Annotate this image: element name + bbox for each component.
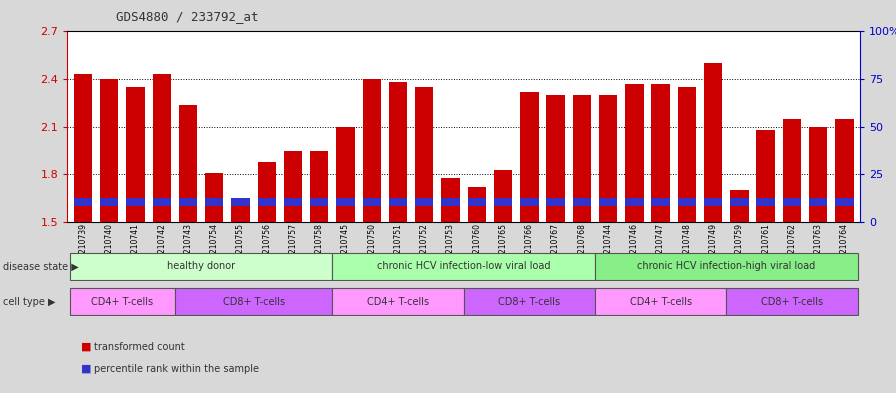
Bar [70,253,332,279]
Bar [126,87,144,222]
Bar [152,198,171,206]
Bar [547,198,564,206]
Bar [100,198,118,206]
Bar [835,198,854,206]
Bar [756,130,775,222]
Bar [310,198,329,206]
Bar [464,288,595,315]
Text: CD4+ T-cells: CD4+ T-cells [630,297,692,307]
Text: ■: ■ [81,364,91,373]
Bar [727,288,857,315]
Bar [468,187,486,222]
Bar [70,288,175,315]
Text: CD4+ T-cells: CD4+ T-cells [91,297,153,307]
Bar [415,198,434,206]
Bar [599,95,617,222]
Bar [730,198,748,206]
Bar [100,79,118,222]
Bar [442,198,460,206]
Bar [809,127,827,222]
Bar [835,119,854,222]
Bar [231,198,250,222]
Bar [573,198,591,206]
Bar [205,173,223,222]
Bar [756,198,775,206]
Bar [179,105,197,222]
Text: CD4+ T-cells: CD4+ T-cells [367,297,429,307]
Text: healthy donor: healthy donor [167,261,235,271]
Bar [521,92,538,222]
Bar [179,198,197,206]
Text: chronic HCV infection-high viral load: chronic HCV infection-high viral load [637,261,815,271]
Text: transformed count: transformed count [94,342,185,352]
Bar [595,288,727,315]
Bar [677,87,696,222]
Text: CD8+ T-cells: CD8+ T-cells [222,297,285,307]
Text: ■: ■ [81,342,91,352]
Bar [677,198,696,206]
Bar [257,162,276,222]
Text: percentile rank within the sample: percentile rank within the sample [94,364,259,373]
Bar [625,84,643,222]
Bar [595,253,857,279]
Bar [494,170,513,222]
Bar [389,82,407,222]
Text: chronic HCV infection-low viral load: chronic HCV infection-low viral load [377,261,550,271]
Bar [783,119,801,222]
Bar [205,198,223,206]
Bar [231,198,250,206]
Bar [284,151,302,222]
Bar [73,198,92,206]
Bar [363,79,381,222]
Bar [547,95,564,222]
Text: GDS4880 / 233792_at: GDS4880 / 233792_at [116,10,259,23]
Bar [809,198,827,206]
Bar [625,198,643,206]
Text: disease state ▶: disease state ▶ [3,261,79,272]
Bar [310,151,329,222]
Bar [521,198,538,206]
Bar [284,198,302,206]
Bar [152,74,171,222]
Bar [442,178,460,222]
Bar [257,198,276,206]
Bar [468,198,486,206]
Bar [783,198,801,206]
Bar [704,198,722,206]
Bar [599,198,617,206]
Bar [175,288,332,315]
Bar [651,84,670,222]
Bar [336,198,355,206]
Bar [389,198,407,206]
Bar [651,198,670,206]
Bar [332,253,595,279]
Bar [704,63,722,222]
Bar [363,198,381,206]
Text: cell type ▶: cell type ▶ [3,297,56,307]
Bar [415,87,434,222]
Text: CD8+ T-cells: CD8+ T-cells [498,297,560,307]
Bar [494,198,513,206]
Bar [126,198,144,206]
Bar [73,74,92,222]
Text: CD8+ T-cells: CD8+ T-cells [761,297,823,307]
Bar [336,127,355,222]
Bar [730,190,748,222]
Bar [332,288,464,315]
Bar [573,95,591,222]
